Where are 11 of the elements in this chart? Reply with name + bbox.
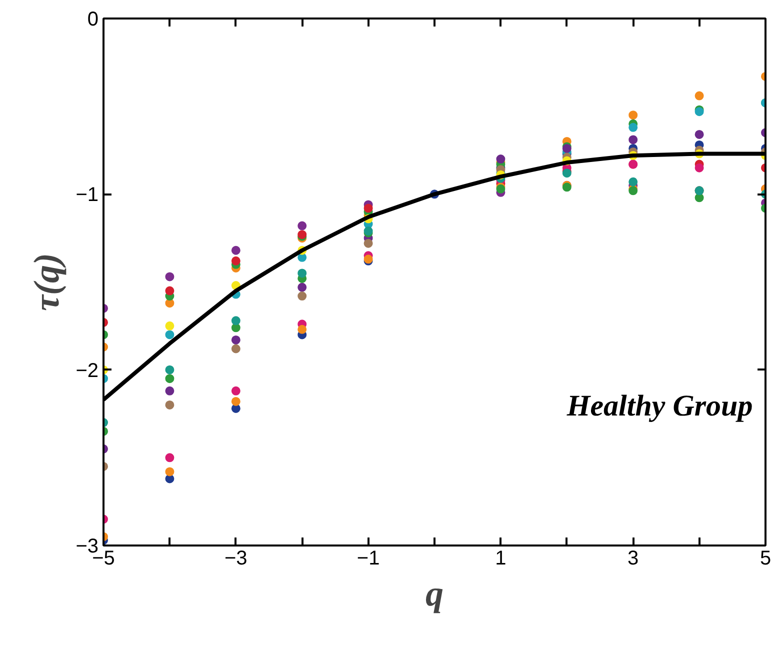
y-tick-label: 0: [87, 8, 98, 30]
x-tick-label: 1: [495, 548, 506, 570]
y-axis-title: τ(q): [26, 253, 67, 311]
x-tick-label: 5: [760, 548, 772, 570]
x-axis-title: q: [426, 574, 444, 614]
x-tick-label: −3: [224, 548, 248, 570]
y-tick-label: −1: [76, 184, 99, 206]
annotation: Healthy Group: [566, 390, 753, 423]
x-tick-label: −1: [356, 548, 380, 570]
y-tick-label: −2: [76, 360, 99, 382]
x-tick-label: 3: [628, 548, 639, 570]
